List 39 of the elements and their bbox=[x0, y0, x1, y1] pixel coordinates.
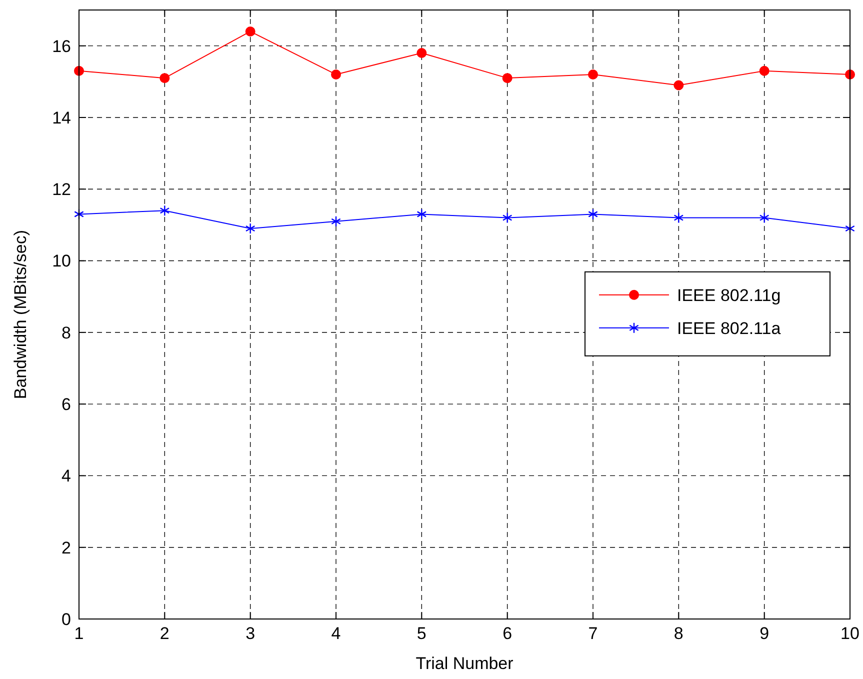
x-tick-label: 5 bbox=[416, 624, 426, 643]
x-tick-label: 2 bbox=[160, 624, 170, 643]
point bbox=[160, 205, 170, 216]
point bbox=[245, 26, 256, 36]
legend-label: IEEE 802.11a bbox=[677, 318, 782, 338]
x-tick-label: 8 bbox=[674, 624, 684, 643]
point bbox=[331, 216, 341, 227]
point bbox=[331, 69, 341, 80]
y-tick-label: 12 bbox=[52, 180, 71, 200]
point bbox=[160, 73, 170, 84]
point bbox=[674, 212, 684, 224]
point bbox=[416, 208, 427, 220]
x-tick-label: 3 bbox=[246, 624, 256, 643]
point bbox=[759, 212, 770, 224]
y-tick-label: 14 bbox=[52, 108, 71, 128]
y-axis-title: Bandwidth (MBits/sec) bbox=[11, 230, 30, 400]
point bbox=[502, 212, 512, 224]
point bbox=[245, 222, 256, 234]
point bbox=[502, 73, 512, 84]
point bbox=[674, 80, 684, 90]
legend-label: IEEE 802.11g bbox=[677, 286, 781, 305]
y-tick-label: 0 bbox=[62, 610, 71, 629]
x-tick-label: 9 bbox=[760, 624, 770, 643]
y-tick-label: 8 bbox=[62, 323, 71, 342]
x-tick-label: 1 bbox=[74, 624, 84, 643]
x-tick-label: 6 bbox=[502, 624, 512, 643]
y-tick-label: 2 bbox=[62, 538, 71, 558]
x-axis-title: Trial Number bbox=[416, 654, 514, 673]
point bbox=[416, 48, 427, 58]
x-tick-label: 4 bbox=[331, 624, 341, 643]
y-tick-label: 10 bbox=[52, 252, 71, 271]
point bbox=[588, 69, 598, 80]
x-tick-label: 7 bbox=[588, 624, 598, 643]
y-tick-label: 16 bbox=[52, 36, 71, 56]
x-tick-label: 10 bbox=[840, 624, 860, 643]
y-tick-label: 6 bbox=[62, 395, 71, 414]
y-tick-label: 4 bbox=[62, 466, 71, 486]
point bbox=[588, 208, 598, 220]
point bbox=[759, 66, 770, 76]
